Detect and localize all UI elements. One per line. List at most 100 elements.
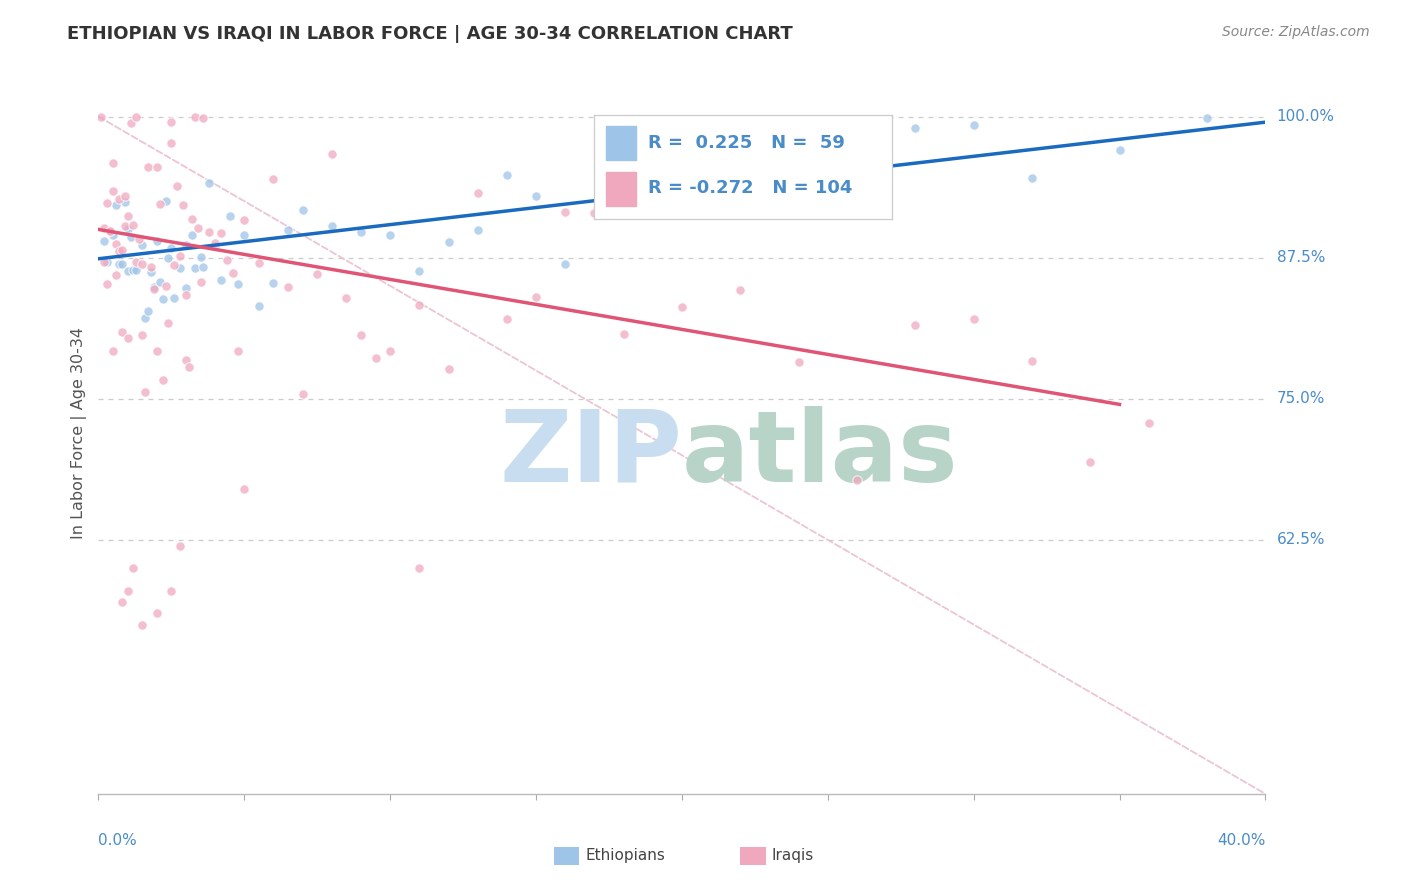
Point	[215, 253, 238, 268]
Point	[122, 561, 145, 575]
Point	[277, 280, 299, 294]
Point	[612, 179, 634, 194]
Point	[262, 277, 284, 291]
Point	[160, 136, 183, 150]
Point	[111, 243, 134, 257]
Point	[131, 238, 153, 252]
Point	[262, 171, 284, 186]
Point	[125, 263, 148, 277]
Point	[247, 256, 270, 270]
Point	[554, 205, 576, 219]
Point	[228, 277, 250, 291]
Point	[131, 328, 153, 343]
Point	[228, 343, 250, 358]
Point	[218, 209, 240, 223]
Point	[408, 561, 430, 575]
Point	[108, 192, 131, 206]
Point	[169, 260, 191, 275]
Point	[146, 344, 169, 359]
Point	[904, 318, 927, 332]
Point	[467, 223, 489, 237]
Point	[962, 311, 984, 326]
Point	[98, 224, 121, 238]
Point	[117, 222, 139, 236]
Point	[380, 227, 402, 242]
Point	[233, 227, 256, 242]
Text: Iraqis: Iraqis	[772, 847, 814, 863]
Point	[583, 205, 606, 219]
Point	[146, 160, 169, 174]
Point	[131, 257, 153, 271]
Point	[93, 234, 115, 248]
Point	[114, 219, 136, 233]
Point	[671, 300, 693, 314]
Point	[152, 292, 174, 306]
Point	[120, 229, 142, 244]
Point	[136, 304, 159, 318]
Point	[408, 264, 430, 278]
Point	[233, 482, 256, 496]
Point	[193, 260, 215, 274]
Point	[183, 260, 205, 275]
Point	[524, 290, 547, 304]
Point	[142, 279, 165, 293]
Text: 40.0%: 40.0%	[1218, 833, 1265, 847]
Point	[350, 327, 373, 342]
Point	[174, 280, 197, 294]
Point	[1137, 416, 1160, 430]
Point	[291, 202, 314, 217]
Text: 75.0%: 75.0%	[1277, 392, 1324, 406]
Point	[247, 299, 270, 313]
Text: 62.5%: 62.5%	[1277, 533, 1324, 548]
Point	[157, 316, 180, 330]
Point	[93, 255, 115, 269]
Point	[817, 145, 839, 160]
Point	[1021, 354, 1043, 368]
Point	[93, 221, 115, 235]
Point	[193, 111, 215, 125]
Point	[221, 266, 243, 280]
Text: atlas: atlas	[682, 406, 959, 503]
Point	[209, 273, 232, 287]
Text: ZIP: ZIP	[499, 406, 682, 503]
Point	[101, 228, 124, 243]
Point	[157, 251, 180, 265]
Point	[787, 355, 810, 369]
Point	[437, 362, 460, 376]
Point	[117, 264, 139, 278]
Point	[166, 178, 188, 193]
Point	[96, 255, 118, 269]
Point	[98, 224, 121, 238]
Point	[1021, 170, 1043, 185]
Point	[111, 257, 134, 271]
Point	[101, 184, 124, 198]
Point	[134, 385, 156, 400]
Point	[117, 331, 139, 345]
Point	[160, 583, 183, 598]
Point	[125, 255, 148, 269]
Point	[671, 196, 693, 211]
Point	[122, 218, 145, 232]
Point	[524, 189, 547, 203]
Point	[730, 200, 752, 214]
Point	[160, 241, 183, 255]
Point	[142, 282, 165, 296]
Text: Ethiopians: Ethiopians	[585, 847, 665, 863]
Point	[174, 288, 197, 302]
Point	[117, 209, 139, 223]
Point	[612, 326, 634, 341]
Point	[114, 195, 136, 210]
Point	[152, 373, 174, 387]
Point	[198, 176, 221, 190]
Point	[380, 343, 402, 358]
Point	[364, 351, 387, 365]
Point	[160, 115, 183, 129]
Point	[554, 257, 576, 271]
Point	[277, 223, 299, 237]
Point	[104, 268, 127, 282]
Text: 0.0%: 0.0%	[98, 833, 138, 847]
Point	[904, 121, 927, 136]
Point	[846, 473, 869, 487]
Point	[177, 359, 200, 374]
Point	[190, 276, 212, 290]
